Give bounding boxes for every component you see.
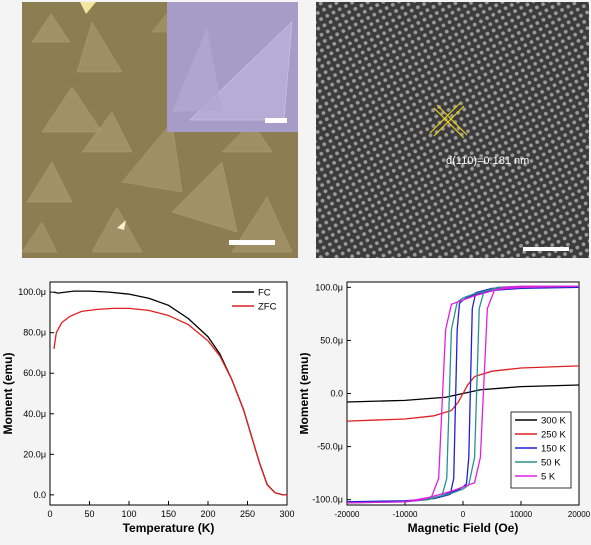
- y-axis-label: Moment (emu): [1, 353, 15, 435]
- legend-label: 150 K: [541, 444, 566, 455]
- bright-flake-top: [80, 2, 96, 14]
- y-tick-label: 60.0μ: [23, 368, 46, 378]
- optical-micrograph: [22, 2, 298, 258]
- optical-inset: [167, 2, 298, 132]
- x-tick-label: 0: [47, 509, 52, 519]
- lattice-annotation: d(110)=0.181 nm: [446, 155, 529, 167]
- x-axis-label: Temperature (K): [123, 521, 215, 535]
- x-tick-label: 50: [84, 509, 94, 519]
- x-tick-label: 150: [161, 509, 176, 519]
- x-axis-label: Magnetic Field (Oe): [408, 521, 519, 535]
- y-tick-label: 50.0μ: [320, 335, 343, 345]
- legend-label: FC: [258, 288, 271, 299]
- y-tick-label: 100.0μ: [315, 282, 343, 292]
- x-tick-label: 250: [240, 509, 255, 519]
- y-tick-label: 0.0: [33, 490, 46, 500]
- hrtem-scale-bar: [523, 247, 569, 251]
- plot-frame: [49, 281, 288, 506]
- x-tick-label: 100: [121, 509, 136, 519]
- chart-moment-vs-temperature: 0 50 100 150 200 250 300 0.0 20.0μ 40.0μ 60.0μ 80.0…: [1, 281, 295, 535]
- legend: 300 K 250 K 150 K 50 K 5 K: [510, 411, 572, 489]
- legend-label: 50 K: [541, 458, 561, 469]
- x-tick-label: -10000: [393, 510, 418, 519]
- bright-flake: [117, 220, 126, 230]
- optical-flakes: [22, 6, 293, 253]
- y-tick-label: 40.0μ: [23, 409, 46, 419]
- y-tick-label: 0.0: [330, 389, 343, 399]
- y-tick-label: -50.0μ: [317, 442, 343, 452]
- y-axis-label: Moment (emu): [300, 353, 311, 435]
- y-tick-label: 100.0μ: [18, 287, 46, 297]
- legend-label: ZFC: [258, 302, 277, 313]
- x-tick-label: 0: [461, 510, 466, 519]
- series-line-5-k: [346, 285, 580, 504]
- hrtem-lattice-image: d(110)=0.181 nm: [316, 2, 589, 258]
- y-tick-label: 80.0μ: [23, 328, 46, 338]
- legend-label: 5 K: [541, 472, 556, 483]
- series-line-250-k: [346, 365, 580, 422]
- x-tick-label: 20000: [568, 510, 591, 519]
- chart-moment-vs-field: -20000 -10000 0 10000 20000 -100.0μ -50.0μ 0.0 5…: [300, 281, 591, 535]
- lattice-background: [316, 2, 589, 258]
- series-line-150-k: [346, 286, 580, 503]
- x-tick-label: -20000: [335, 510, 360, 519]
- optical-scale-bar: [229, 240, 275, 245]
- x-tick-label: 200: [200, 509, 215, 519]
- inset-scale-bar: [265, 118, 287, 123]
- x-tick-label: 10000: [510, 510, 533, 519]
- y-tick-label: -100.0μ: [312, 495, 343, 505]
- y-tick-label: 20.0μ: [23, 449, 46, 459]
- legend-label: 300 K: [541, 416, 566, 427]
- x-tick-label: 300: [279, 509, 294, 519]
- legend-label: 250 K: [541, 430, 566, 441]
- series-line-zfc: [53, 307, 287, 496]
- lattice-marker: [429, 102, 468, 139]
- series-group: [346, 285, 580, 504]
- series-group: [53, 290, 287, 496]
- legend: FC ZFC: [232, 288, 277, 313]
